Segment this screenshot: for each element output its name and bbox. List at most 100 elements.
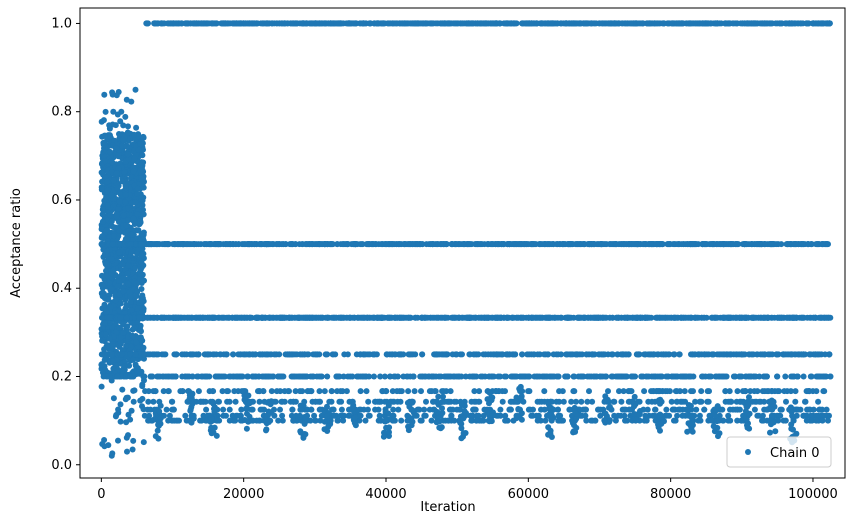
chain-0-point [349, 373, 356, 380]
chain-0-point [108, 169, 115, 176]
chain-0-point [336, 373, 343, 380]
chain-0-point [651, 351, 658, 358]
chain-0-point [125, 151, 131, 158]
chain-0-point [103, 194, 110, 201]
chain-0-point [141, 373, 147, 380]
chain-0-point [109, 241, 116, 248]
chain-0-point [205, 351, 212, 358]
chain-0-point [122, 191, 129, 198]
chain-0-point [128, 407, 135, 414]
chain-0-point [287, 241, 294, 248]
chain-0-point [471, 314, 478, 321]
chain-0-point [277, 314, 284, 321]
chain-0-point [761, 20, 767, 27]
chain-0-point [328, 314, 335, 321]
chain-0-point [439, 20, 446, 27]
chain-0-point [678, 241, 685, 248]
chain-0-point [201, 314, 207, 321]
chain-0-point [205, 20, 212, 27]
chain-0-point [100, 117, 107, 124]
chain-0-point [774, 373, 780, 380]
chain-0-point [245, 373, 251, 380]
chain-0-point [799, 241, 806, 248]
chain-0-point [110, 177, 117, 184]
chain-0-point [401, 241, 408, 248]
chain-0-point [190, 351, 197, 358]
chain-0-point [135, 146, 142, 153]
chain-0-point [429, 314, 436, 321]
chain-0-point [275, 373, 282, 380]
chain-0-point [525, 373, 532, 380]
chain-0-point [337, 314, 344, 321]
chain-0-point [318, 373, 325, 380]
chain-0-point [119, 178, 126, 185]
chain-0-point [98, 361, 105, 368]
chain-0-point [606, 241, 613, 248]
chain-0-point [317, 241, 324, 248]
chain-0-point [116, 249, 123, 256]
chain-0-point [103, 267, 109, 274]
chain-0-point [794, 373, 801, 380]
chain-0-point [489, 20, 496, 27]
chain-0-point [323, 351, 330, 358]
chain-0-point [702, 241, 709, 248]
chain-0-point [574, 20, 581, 27]
chain-0-point [109, 351, 115, 358]
chain-0-point [683, 314, 690, 321]
chain-0-point [263, 241, 270, 248]
chain-0-point [413, 20, 419, 27]
chain-0-point [189, 373, 196, 380]
chain-0-point [447, 388, 454, 395]
chain-0-point [649, 241, 655, 248]
chain-0-point [115, 206, 122, 212]
chain-0-point [161, 351, 167, 358]
chain-0-point [130, 437, 137, 444]
chain-0-point [121, 169, 128, 175]
chain-0-point [429, 20, 436, 27]
chain-0-point [106, 335, 113, 342]
chain-0-point [98, 169, 105, 176]
chain-0-point [274, 241, 281, 248]
chain-0-point [400, 20, 406, 27]
chain-0-point [589, 314, 596, 321]
chain-0-point [498, 241, 505, 248]
chain-0-point [179, 351, 186, 358]
chain-0-point [714, 20, 721, 27]
chain-0-point [628, 241, 635, 248]
chain-0-point [619, 351, 626, 358]
chain-0-point [400, 373, 407, 380]
chain-0-point [622, 241, 628, 248]
chain-0-point [750, 20, 757, 27]
chain-0-point [440, 241, 447, 248]
chain-0-point [110, 108, 117, 115]
chain-0-point [539, 241, 546, 248]
chain-0-point [606, 314, 613, 321]
chain-0-point [159, 241, 166, 248]
chain-0-point [736, 314, 743, 321]
chain-0-point [123, 373, 129, 380]
chain-0-point [716, 351, 722, 358]
chain-0-point [441, 351, 448, 358]
chain-0-point [726, 388, 733, 395]
chain-0-point [371, 351, 378, 358]
chain-0-point [259, 20, 266, 27]
chain-0-point [805, 241, 812, 248]
chain-0-point [100, 139, 107, 146]
chain-0-point [103, 260, 110, 267]
chain-0-point [102, 331, 109, 338]
chain-0-point [132, 351, 139, 358]
chain-0-point [120, 122, 127, 129]
chain-0-point [605, 20, 612, 27]
chain-0-point [396, 241, 403, 248]
chain-0-point [151, 20, 158, 27]
chain-0-point [398, 314, 405, 321]
chain-0-point [603, 373, 610, 380]
chain-0-point [155, 373, 162, 380]
chain-0-point [419, 351, 426, 358]
chain-0-point [701, 351, 708, 358]
chain-0-point [455, 314, 461, 321]
chain-0-point [704, 388, 711, 395]
chain-0-point [108, 452, 115, 459]
chain-0-point [296, 373, 303, 380]
chain-0-point [555, 351, 562, 358]
